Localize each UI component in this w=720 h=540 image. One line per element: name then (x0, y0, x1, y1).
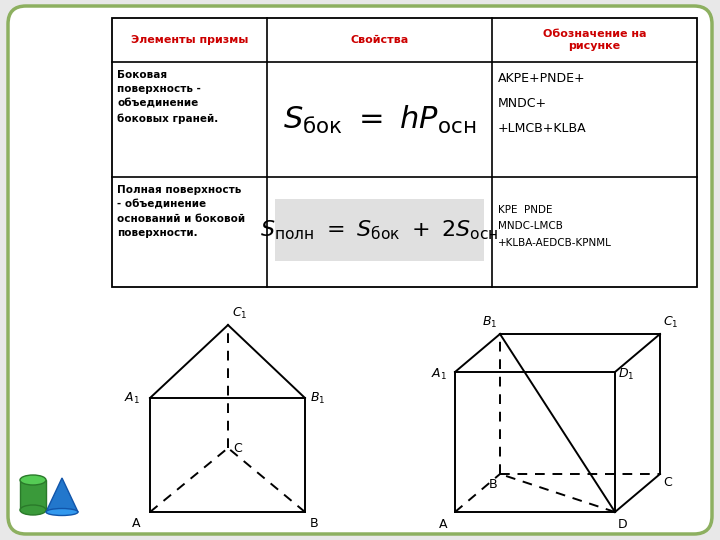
Text: B: B (310, 517, 319, 530)
Text: AKPE+PNDE+
MNDC+
+LMCB+KLBA: AKPE+PNDE+ MNDC+ +LMCB+KLBA (498, 72, 587, 135)
Text: KPE  PNDE
MNDC-LMCB
+KLBA-AEDCB-KPNML: KPE PNDE MNDC-LMCB +KLBA-AEDCB-KPNML (498, 205, 612, 248)
Text: C: C (663, 476, 672, 489)
Polygon shape (20, 480, 46, 510)
Bar (275, 199, 484, 261)
Text: $\mathit{S}_{\mathsf{бок}}\ =\ h\mathit{P}_{\mathsf{осн}}$: $\mathit{S}_{\mathsf{бок}}\ =\ h\mathit{… (283, 104, 476, 136)
Text: $D_1$: $D_1$ (618, 367, 634, 382)
Ellipse shape (46, 509, 78, 516)
Text: Обозначение на
рисунке: Обозначение на рисунке (543, 29, 647, 51)
Text: $B_1$: $B_1$ (310, 390, 325, 406)
Text: $B_1$: $B_1$ (482, 315, 497, 330)
Text: Свойства: Свойства (351, 35, 409, 45)
FancyBboxPatch shape (8, 6, 712, 534)
Polygon shape (46, 478, 78, 512)
Ellipse shape (20, 475, 46, 485)
Text: $C_1$: $C_1$ (663, 315, 678, 330)
Text: A: A (438, 518, 447, 531)
Text: $A_1$: $A_1$ (124, 390, 140, 406)
Ellipse shape (20, 505, 46, 515)
Text: $C_1$: $C_1$ (232, 306, 248, 321)
Text: A: A (132, 517, 140, 530)
Text: $\mathit{S}_{\mathsf{полн}}\ =\ \mathit{S}_{\mathsf{бок}}\ +\ 2\mathit{S}_{\math: $\mathit{S}_{\mathsf{полн}}\ =\ \mathit{… (260, 218, 499, 242)
Text: C: C (233, 442, 242, 455)
Text: Полная поверхность
- объединение
оснований и боковой
поверхности.: Полная поверхность - объединение основан… (117, 185, 245, 238)
Text: B: B (488, 478, 497, 491)
Text: D: D (618, 518, 628, 531)
Text: Боковая
поверхность -
объединение
боковых граней.: Боковая поверхность - объединение боковы… (117, 70, 218, 124)
Text: Элементы призмы: Элементы призмы (131, 35, 248, 45)
Text: $A_1$: $A_1$ (431, 367, 447, 382)
Bar (112, 18, 697, 287)
